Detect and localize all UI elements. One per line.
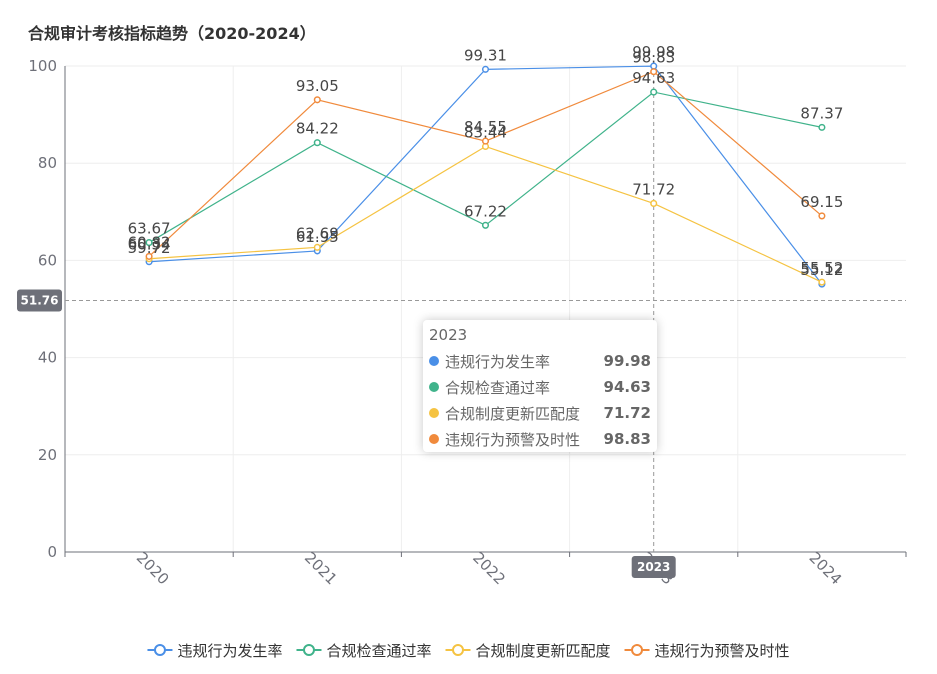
data-label: 55.12	[800, 261, 843, 279]
x-tick-label: 2021	[301, 549, 341, 589]
data-label: 60.34	[128, 236, 171, 254]
y-tick-label: 0	[47, 543, 57, 561]
y-tick-label: 40	[38, 349, 57, 367]
legend-label: 合规制度更新匹配度	[476, 642, 611, 660]
tooltip-series-value: 99.98	[603, 352, 651, 370]
data-point	[818, 278, 826, 286]
y-tick-label: 60	[38, 251, 57, 269]
legend-marker-icon	[302, 644, 315, 656]
crosshair-x-value: 2023	[637, 560, 670, 574]
data-label: 67.22	[464, 202, 507, 220]
tooltip-series-value: 98.83	[603, 430, 651, 448]
data-label: 62.69	[296, 224, 339, 242]
crosshair-x-badge	[631, 556, 676, 578]
x-tick-label: 2022	[469, 549, 509, 589]
chart-title: 合规审计考核指标趋势（2020-2024）	[28, 24, 316, 43]
data-point	[145, 239, 153, 247]
data-point	[145, 252, 153, 260]
legend[interactable]: 违规行为发生率 合规检查通过率 合规制度更新匹配度 违规行为预警及时性	[147, 642, 790, 660]
legend-marker-icon	[452, 644, 464, 656]
tooltip-marker-icon	[429, 434, 439, 444]
data-label: 59.72	[128, 239, 171, 257]
data-label: 99.31	[464, 46, 507, 64]
crosshair-y-value: 51.76	[21, 293, 59, 307]
data-point	[481, 221, 490, 229]
legend-label: 违规行为发生率	[177, 642, 282, 660]
data-label: 93.05	[296, 77, 339, 95]
data-label: 61.95	[296, 228, 339, 246]
data-point	[481, 65, 490, 73]
data-label: 71.72	[632, 180, 675, 198]
data-label: 99.98	[632, 43, 675, 61]
data-label: 84.22	[296, 120, 339, 138]
y-tick-label: 20	[38, 446, 57, 464]
legend-marker-icon	[631, 644, 644, 656]
data-point	[818, 212, 826, 220]
data-label: 98.83	[632, 49, 675, 67]
tooltip-title: 2023	[429, 326, 468, 344]
data-label: 63.67	[128, 220, 171, 238]
data-label: 55.52	[800, 259, 843, 277]
data-label: 84.55	[464, 118, 507, 136]
tooltip-row: 合规制度更新匹配度 71.72	[429, 400, 651, 426]
tooltip-marker-icon	[429, 382, 439, 392]
data-label: 83.44	[464, 123, 507, 141]
tooltip-series-name: 合规检查通过率	[445, 378, 551, 397]
data-point	[818, 123, 826, 131]
tooltip-marker-icon	[429, 408, 439, 418]
data-labels: 59.72 61.95 99.31 99.98 55.12 63.67 84.22 67.22…	[128, 43, 844, 279]
x-tick-label: 2020	[133, 549, 173, 589]
data-label: 60.82	[128, 233, 171, 251]
data-point	[650, 199, 658, 207]
data-point	[313, 139, 321, 147]
x-tick-label: 2024	[806, 549, 846, 589]
tooltip-row: 违规行为发生率 99.98	[429, 348, 651, 374]
tooltip-series-name: 违规行为预警及时性	[445, 430, 581, 449]
tooltip-row: 合规检查通过率 94.63	[429, 374, 651, 400]
data-label: 87.37	[800, 104, 843, 122]
data-point	[313, 96, 321, 104]
legend-marker-icon	[153, 644, 166, 656]
data-point	[650, 68, 658, 76]
series-layer	[145, 62, 826, 288]
tooltip-row: 违规行为预警及时性 98.83	[429, 426, 651, 452]
tooltip-series-name: 合规制度更新匹配度	[445, 404, 581, 423]
data-label: 94.63	[632, 69, 675, 87]
data-point	[650, 88, 658, 96]
legend-label: 违规行为预警及时性	[655, 642, 790, 660]
tooltip-series-name: 违规行为发生率	[445, 352, 551, 371]
data-label: 69.15	[800, 193, 843, 211]
crosshair-y-badge	[17, 289, 62, 312]
data-point	[313, 243, 321, 251]
legend-label: 合规检查通过率	[326, 642, 431, 660]
tooltip-series-value: 94.63	[603, 378, 651, 396]
tooltip: 2023 违规行为发生率 99.98 合规检查通过率 94.63 合规制度更新匹…	[423, 320, 657, 452]
y-tick-label: 80	[38, 154, 57, 172]
tooltip-series-value: 71.72	[603, 404, 651, 422]
crosshair: 51.76 2023	[17, 66, 906, 578]
y-tick-label: 100	[28, 57, 57, 75]
data-point	[481, 137, 490, 145]
tooltip-marker-icon	[429, 356, 439, 366]
